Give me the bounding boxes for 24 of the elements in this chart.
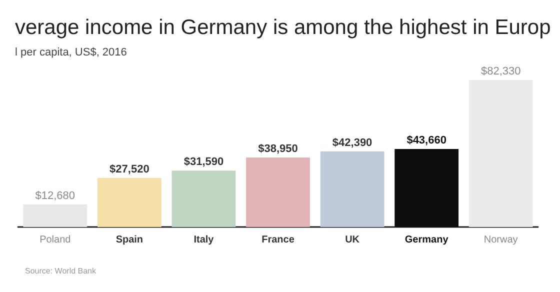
x-tick-label: UK — [345, 234, 360, 246]
bar — [23, 204, 88, 227]
x-tick-label: Spain — [116, 234, 144, 246]
data-label: $27,520 — [110, 163, 150, 176]
data-label: $43,660 — [406, 134, 446, 147]
x-tick-label: Italy — [194, 234, 214, 246]
source-note: Source: World Bank — [25, 266, 97, 276]
bar — [172, 170, 236, 227]
data-label: $12,680 — [35, 190, 76, 202]
chart-title: verage income in Germany is among the highest in Europ — [15, 16, 551, 39]
chart-subtitle: l per capita, US$, 2016 — [15, 46, 127, 58]
data-label: $82,330 — [480, 66, 521, 78]
bar — [320, 151, 384, 227]
x-tick-label: France — [262, 234, 295, 246]
bar — [394, 149, 459, 227]
bar — [97, 178, 162, 227]
data-label: $42,390 — [332, 136, 372, 149]
bar — [468, 80, 533, 227]
x-tick-label: Germany — [404, 234, 449, 246]
bar — [246, 157, 310, 227]
x-tick-label: Poland — [40, 234, 71, 246]
x-tick-label: Norway — [484, 234, 518, 246]
data-label: $31,590 — [184, 156, 224, 168]
data-label: $38,950 — [258, 142, 298, 155]
